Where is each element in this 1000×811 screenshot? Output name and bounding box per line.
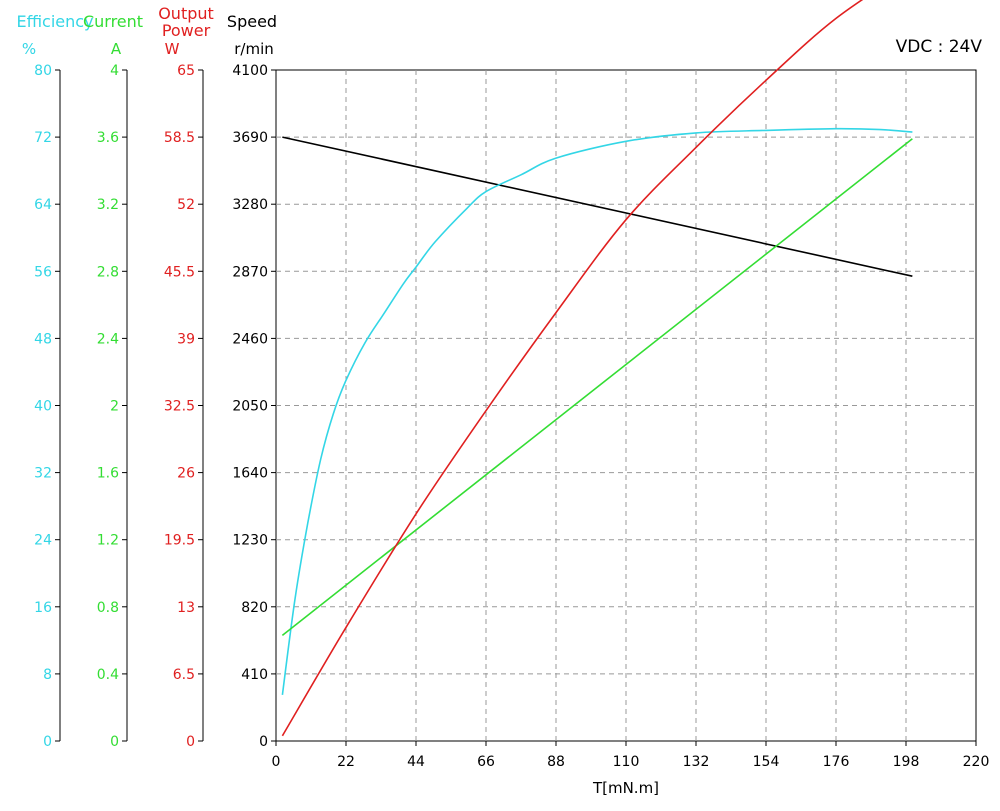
speed-axis-unit: r/min <box>234 40 274 58</box>
current-tick-label: 0.8 <box>97 600 119 616</box>
power-tick-label: 6.5 <box>173 667 195 683</box>
speed-tick-label: 820 <box>241 600 268 616</box>
voltage-annotation: VDC : 24V <box>895 37 982 57</box>
efficiency-tick-label: 24 <box>34 533 52 549</box>
efficiency-tick-label: 56 <box>34 264 52 280</box>
efficiency-tick-label: 40 <box>34 399 52 415</box>
x-axis-label: T[mN.m] <box>592 779 659 797</box>
current-tick-label: 3.2 <box>97 197 119 213</box>
x-tick-label: 132 <box>683 754 710 770</box>
efficiency-tick-label: 64 <box>34 197 52 213</box>
efficiency-tick-label: 16 <box>34 600 52 616</box>
current-tick-label: 1.2 <box>97 533 119 549</box>
speed-tick-label: 4100 <box>232 63 268 79</box>
current-tick-label: 0.4 <box>97 667 119 683</box>
current-tick-label: 1.6 <box>97 466 119 482</box>
speed-curve <box>282 136 913 277</box>
x-tick-label: 66 <box>477 754 495 770</box>
power-tick-label: 58.5 <box>164 130 195 146</box>
speed-tick-label: 3690 <box>232 130 268 146</box>
power-axis-unit: W <box>165 40 180 58</box>
power-curve <box>281 0 864 737</box>
speed-axis-title: Speed <box>227 12 277 31</box>
speed-tick-label: 2460 <box>232 331 268 347</box>
efficiency-tick-label: 8 <box>43 667 52 683</box>
power-tick-label: 13 <box>177 600 195 616</box>
power-axis-title-line2: Power <box>162 21 211 40</box>
x-tick-label: 110 <box>613 754 640 770</box>
speed-tick-label: 410 <box>241 667 268 683</box>
current-curve <box>281 138 913 636</box>
x-tick-label: 198 <box>893 754 920 770</box>
power-axis-title-line1: Output <box>158 4 214 23</box>
x-tick-label: 44 <box>407 754 425 770</box>
efficiency-tick-label: 72 <box>34 130 52 146</box>
current-tick-label: 3.6 <box>97 130 119 146</box>
x-tick-label: 22 <box>337 754 355 770</box>
current-tick-label: 2.4 <box>97 331 119 347</box>
current-tick-label: 2.8 <box>97 264 119 280</box>
efficiency-axis-unit: % <box>22 40 36 58</box>
efficiency-curve <box>281 127 913 696</box>
power-tick-label: 39 <box>177 331 195 347</box>
x-tick-label: 220 <box>963 754 990 770</box>
power-tick-label: 65 <box>177 63 195 79</box>
speed-tick-label: 1230 <box>232 533 268 549</box>
current-tick-label: 2 <box>110 399 119 415</box>
efficiency-tick-label: 48 <box>34 331 52 347</box>
efficiency-tick-label: 32 <box>34 466 52 482</box>
power-tick-label: 19.5 <box>164 533 195 549</box>
speed-tick-label: 3280 <box>232 197 268 213</box>
speed-tick-label: 2870 <box>232 264 268 280</box>
speed-tick-label: 0 <box>259 734 268 750</box>
x-tick-label: 88 <box>547 754 565 770</box>
current-tick-label: 0 <box>110 734 119 750</box>
x-tick-label: 154 <box>753 754 780 770</box>
speed-tick-label: 1640 <box>232 466 268 482</box>
efficiency-tick-label: 80 <box>34 63 52 79</box>
speed-tick-label: 2050 <box>232 399 268 415</box>
power-tick-label: 52 <box>177 197 195 213</box>
efficiency-tick-label: 0 <box>43 734 52 750</box>
power-tick-label: 0 <box>186 734 195 750</box>
current-axis-unit: A <box>111 40 122 58</box>
x-tick-label: 176 <box>823 754 850 770</box>
current-axis-title: Current <box>83 12 143 31</box>
x-tick-label: 0 <box>272 754 281 770</box>
power-tick-label: 32.5 <box>164 399 195 415</box>
efficiency-axis-title: Efficiency <box>16 12 93 31</box>
power-tick-label: 45.5 <box>164 264 195 280</box>
current-tick-label: 4 <box>110 63 119 79</box>
power-tick-label: 26 <box>177 466 195 482</box>
